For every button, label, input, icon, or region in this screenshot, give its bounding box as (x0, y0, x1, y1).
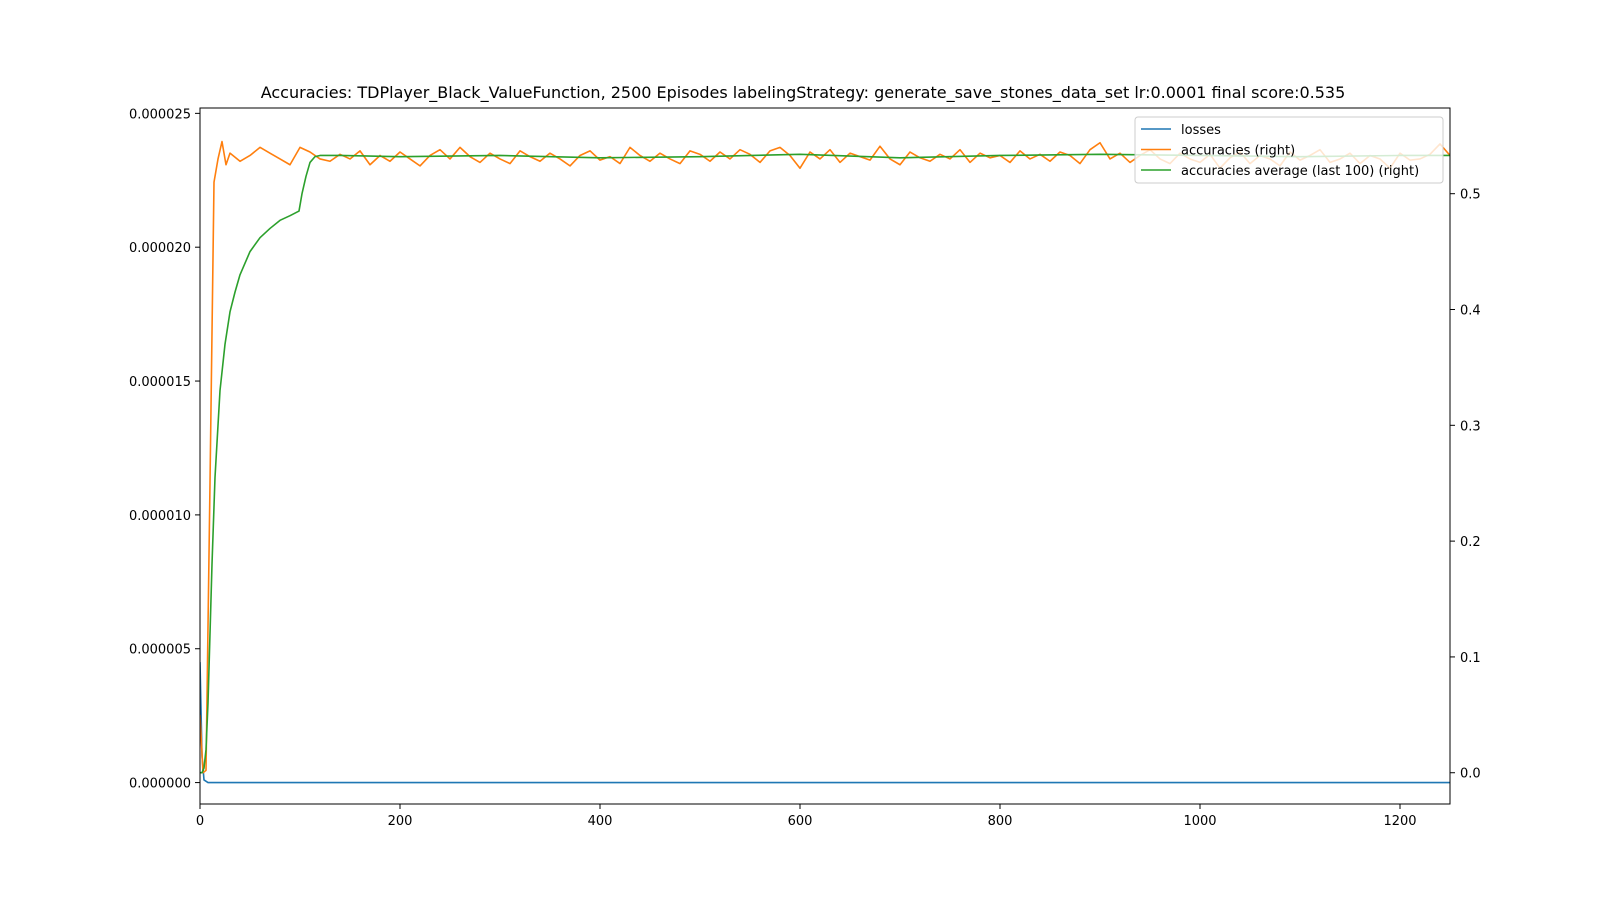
x-tick-label: 800 (988, 814, 1013, 829)
y-left-tick-label: 0.000005 (129, 643, 191, 658)
x-tick-label: 1000 (1183, 814, 1216, 829)
x-tick-label: 200 (388, 814, 413, 829)
y-left-tick-label: 0.000025 (129, 107, 191, 122)
y-right-tick-label: 0.0 (1460, 767, 1481, 782)
y-right-tick-label: 0.2 (1460, 535, 1481, 550)
y-right-tick-label: 0.5 (1460, 188, 1481, 203)
legend-label: accuracies average (last 100) (right) (1181, 164, 1419, 179)
legend-label: accuracies (right) (1181, 144, 1295, 159)
y-left-tick-label: 0.000020 (129, 241, 191, 256)
x-tick-label: 400 (588, 814, 613, 829)
legend-label: losses (1181, 123, 1221, 138)
chart-title: Accuracies: TDPlayer_Black_ValueFunction… (261, 83, 1346, 103)
y-left-tick-label: 0.000000 (129, 777, 191, 792)
legend: losses accuracies (right) accuracies avera… (1134, 116, 1444, 184)
x-tick-label: 0 (196, 814, 204, 829)
x-tick-label: 1200 (1383, 814, 1416, 829)
legend-box (1134, 116, 1444, 184)
axis-ticks: 0 200 400 600 800 1000 1200 0.000000 0.000005 0.0… (129, 107, 1481, 829)
y-left-tick-label: 0.000010 (129, 509, 191, 524)
x-tick-label: 600 (788, 814, 813, 829)
y-right-tick-label: 0.4 (1460, 304, 1481, 319)
y-left-tick-label: 0.000015 (129, 375, 191, 390)
axes-frame (199, 107, 1451, 805)
series-line-2 (200, 153, 1450, 774)
y-right-tick-label: 0.1 (1460, 651, 1481, 666)
y-right-tick-label: 0.3 (1460, 419, 1481, 434)
